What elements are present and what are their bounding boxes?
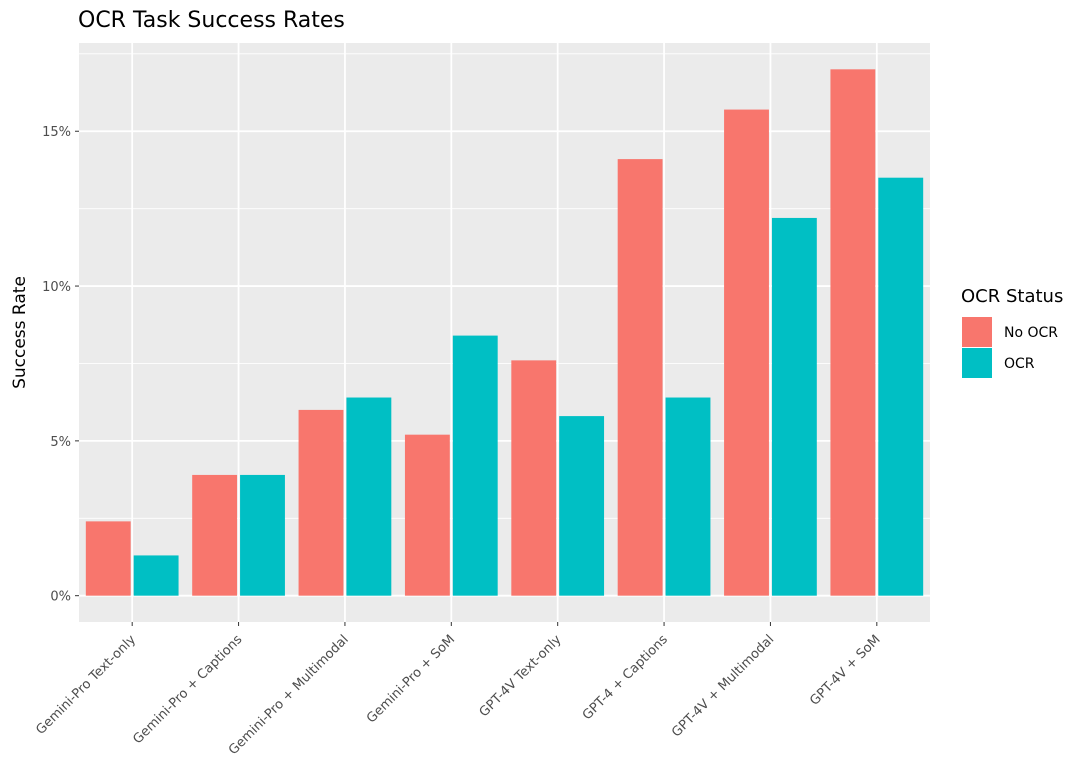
bar-no-ocr-6 [617, 159, 663, 596]
y-tick-label: 0% [50, 590, 71, 605]
bar-ocr-1 [133, 555, 179, 596]
legend-key-ocr [962, 348, 992, 378]
bar-ocr-6 [665, 397, 711, 596]
y-tick-label: 10% [42, 280, 71, 295]
grid-major [79, 43, 930, 622]
bar-no-ocr-2 [192, 474, 238, 596]
bar-ocr-5 [559, 416, 605, 596]
y-tick-label: 15% [42, 125, 71, 140]
bar-no-ocr-1 [85, 521, 131, 596]
legend-key-no-ocr [962, 317, 992, 347]
x-tick-label: Gemini-Pro + Multimodal [226, 632, 352, 758]
x-tick-label: Gemini-Pro + SoM [364, 632, 458, 726]
y-tick-label: 5% [50, 435, 71, 450]
bar-ocr-3 [346, 397, 392, 596]
bar-ocr-4 [452, 335, 498, 596]
bar-no-ocr-3 [298, 409, 344, 596]
chart-title: OCR Task Success Rates [78, 8, 345, 33]
x-tick-label: Gemini-Pro + Captions [130, 632, 245, 747]
legend-label: OCR [1004, 356, 1035, 372]
y-axis-title: Success Rate [10, 276, 30, 389]
x-tick-label: GPT-4V + Multimodal [669, 632, 777, 740]
legend-title: OCR Status [961, 286, 1063, 307]
x-tick-label: GPT-4V Text-only [477, 632, 565, 720]
legend: OCR Status No OCR OCR [961, 286, 1063, 378]
bar-no-ocr-5 [511, 360, 557, 596]
x-tick-label: Gemini-Pro Text-only [33, 632, 139, 738]
x-tick-label: GPT-4V + SoM [807, 632, 883, 708]
bar-ocr-8 [878, 177, 924, 596]
bars [85, 69, 924, 596]
y-axis: 0% 5% 10% 15% [42, 125, 79, 605]
bar-no-ocr-4 [404, 434, 450, 596]
bar-no-ocr-7 [724, 109, 769, 596]
bar-ocr-7 [771, 217, 817, 596]
bar-no-ocr-8 [830, 69, 876, 596]
x-tick-label: GPT-4 + Captions [580, 632, 671, 723]
bar-ocr-2 [240, 474, 285, 596]
legend-label: No OCR [1004, 325, 1058, 341]
